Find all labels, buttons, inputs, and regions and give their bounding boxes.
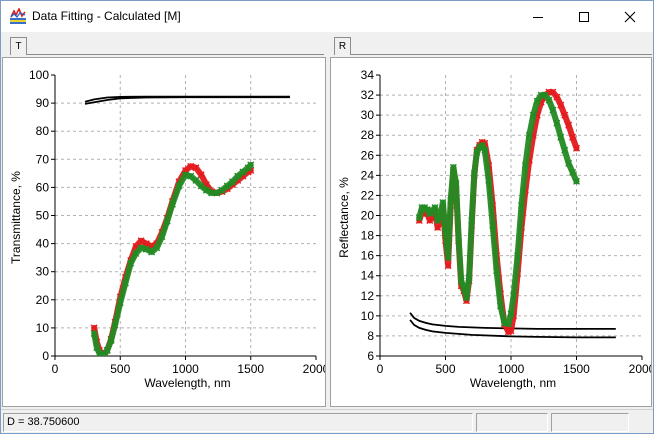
y-tick-label: 34 (361, 68, 375, 82)
y-tick-label: 60 (36, 180, 50, 194)
tab-strip-line (27, 54, 324, 55)
y-tick-label: 30 (36, 265, 50, 279)
tab-strip-line (351, 54, 652, 55)
y-tick-label: 32 (361, 88, 375, 102)
y-tick-label: 14 (361, 269, 375, 283)
y-tick-label: 30 (361, 108, 375, 122)
status-bar: D = 38.750600 (1, 409, 653, 433)
y-tick-label: 20 (36, 293, 50, 307)
y-tick-label: 0 (42, 349, 49, 363)
y-tick-label: 8 (367, 329, 374, 343)
minimize-button[interactable] (515, 1, 561, 32)
y-axis-label: Reflectance, % (337, 177, 351, 258)
y-tick-label: 90 (36, 96, 50, 110)
y-tick-label: 100 (29, 68, 49, 82)
y-tick-label: 28 (361, 128, 375, 142)
window-title: Data Fitting - Calculated [M] (32, 9, 181, 23)
x-axis-label: Wavelength, nm (144, 376, 230, 390)
x-axis-label: Wavelength, nm (470, 376, 556, 390)
title-bar[interactable]: Data Fitting - Calculated [M] (1, 1, 653, 32)
status-pane (551, 413, 629, 432)
y-tick-label: 24 (361, 168, 375, 182)
x-tick-label: 1000 (498, 362, 525, 376)
plot-area (85, 97, 290, 358)
y-tick-label: 10 (361, 309, 375, 323)
maximize-button[interactable] (561, 1, 607, 32)
plot-area (410, 89, 616, 337)
y-tick-label: 26 (361, 148, 375, 162)
minimize-icon (532, 11, 544, 23)
x-tick-label: 1500 (563, 362, 590, 376)
y-tick-label: 50 (36, 209, 50, 223)
y-tick-label: 18 (361, 229, 375, 243)
close-icon (624, 11, 636, 23)
x-tick-label: 0 (377, 362, 384, 376)
tab-transmittance[interactable]: T (10, 37, 27, 55)
y-tick-label: 10 (36, 321, 50, 335)
status-pane (476, 413, 548, 432)
y-axis-label: Transmittance, % (9, 171, 23, 264)
x-tick-label: 500 (435, 362, 455, 376)
status-text: D = 38.750600 (3, 413, 473, 432)
y-tick-label: 6 (367, 349, 374, 363)
series-calculated (419, 95, 576, 324)
x-tick-label: 1500 (237, 362, 264, 376)
x-tick-label: 1000 (172, 362, 199, 376)
y-tick-label: 70 (36, 152, 50, 166)
y-tick-label: 12 (361, 289, 375, 303)
app-chart-icon (10, 8, 26, 24)
y-tick-label: 80 (36, 124, 50, 138)
x-tick-label: 500 (110, 362, 130, 376)
x-tick-label: 0 (52, 362, 59, 376)
maximize-icon (578, 11, 590, 23)
y-tick-label: 20 (361, 209, 375, 223)
reflectance-chart: 0 500 1000 1500 2000 6 8 10 12 14 16 18 20 22 24 26 28 30… (331, 58, 651, 406)
y-tick-label: 22 (361, 188, 375, 202)
y-tick-label: 16 (361, 249, 375, 263)
y-tick-label: 40 (36, 237, 50, 251)
close-button[interactable] (607, 1, 653, 32)
transmittance-panel: 0 500 1000 1500 2000 0 10 20 30 40 50 60 70 80 90 100 Wa… (2, 57, 326, 407)
tab-reflectance[interactable]: R (334, 37, 351, 55)
